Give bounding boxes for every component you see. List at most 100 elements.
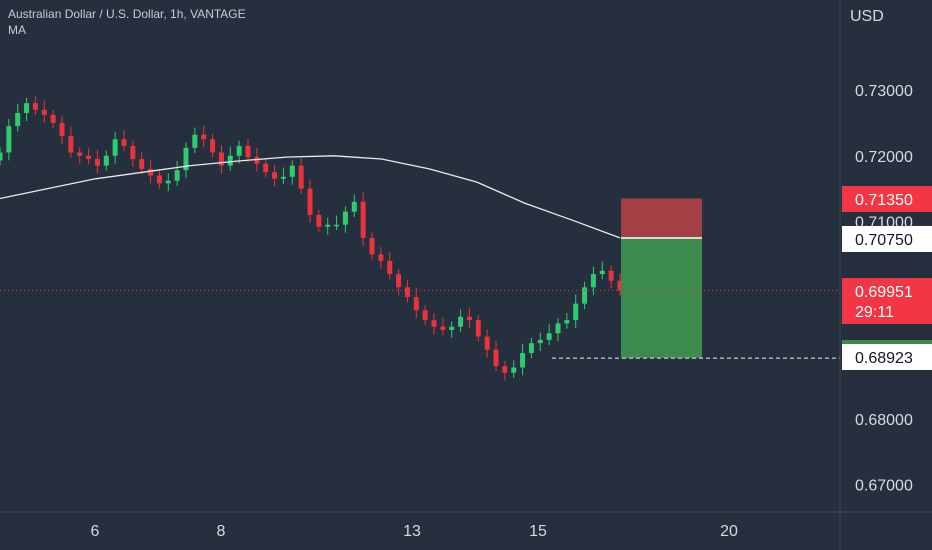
indicator-label[interactable]: MA xyxy=(8,23,26,37)
candle xyxy=(590,266,596,296)
candle xyxy=(289,160,295,185)
candle-body xyxy=(369,237,375,255)
candle xyxy=(511,360,517,378)
candle xyxy=(280,167,286,185)
candle xyxy=(378,247,384,269)
candle xyxy=(449,321,455,338)
time-tick-label: 13 xyxy=(403,523,421,540)
candle-body xyxy=(458,316,464,327)
candle xyxy=(502,360,508,381)
moving-average-line xyxy=(0,155,621,239)
candle xyxy=(77,147,83,164)
candle xyxy=(130,140,136,167)
candle-body xyxy=(449,326,455,330)
candle xyxy=(183,142,189,179)
candle xyxy=(272,164,278,187)
candle-body xyxy=(103,155,109,166)
candle-body xyxy=(41,109,47,115)
candle-body xyxy=(537,339,543,344)
candle xyxy=(387,251,393,280)
candle xyxy=(59,115,65,144)
candle-body xyxy=(32,103,38,110)
candle-body xyxy=(0,152,3,161)
candle-body xyxy=(475,320,481,337)
candle xyxy=(608,265,614,289)
candle xyxy=(617,273,623,296)
candle-body xyxy=(334,224,340,227)
candle-body xyxy=(546,333,552,340)
candle xyxy=(334,215,340,231)
candle xyxy=(236,140,242,164)
candle-body xyxy=(520,353,526,368)
candle-body xyxy=(573,303,579,321)
candle xyxy=(68,126,74,158)
candle-body xyxy=(298,165,304,189)
candle xyxy=(165,173,171,192)
candle xyxy=(218,145,224,174)
price-tick-label: 0.68000 xyxy=(855,412,913,429)
candle xyxy=(32,95,38,115)
candle xyxy=(94,149,100,174)
candle-body xyxy=(218,152,224,166)
candle-body xyxy=(236,145,242,156)
candle-body xyxy=(608,270,614,281)
candle-body xyxy=(94,159,100,166)
candle xyxy=(396,268,402,296)
candle-body xyxy=(325,224,331,227)
candle xyxy=(404,280,410,303)
candle xyxy=(86,148,92,165)
candle xyxy=(325,217,331,235)
candle xyxy=(528,337,534,359)
price-tick-label: 0.72000 xyxy=(855,149,913,166)
candle xyxy=(298,158,304,194)
candle xyxy=(103,150,109,171)
candle-body xyxy=(360,201,366,238)
take-profit-zone[interactable] xyxy=(621,237,702,359)
candle xyxy=(555,318,561,342)
candle-body xyxy=(493,349,499,367)
candle-body xyxy=(121,139,127,146)
stop-price-tag-bg xyxy=(842,186,932,212)
symbol-title[interactable]: Australian Dollar / U.S. Dollar, 1h, VAN… xyxy=(8,7,246,21)
candle-body xyxy=(183,147,189,171)
candle-body xyxy=(50,114,56,123)
current-price-tag-bg xyxy=(842,278,932,324)
candle-body xyxy=(130,145,136,160)
candle xyxy=(422,305,428,326)
candle-body xyxy=(263,163,269,173)
candle xyxy=(413,287,419,319)
currency-label: USD xyxy=(850,8,884,25)
candle xyxy=(24,97,30,121)
candle xyxy=(484,329,490,358)
candle-body xyxy=(6,126,12,153)
price-tick-label: 0.67000 xyxy=(855,478,913,495)
candle-body xyxy=(466,316,472,321)
candle-body xyxy=(68,136,74,153)
candle xyxy=(546,324,552,346)
candle-body xyxy=(15,113,21,127)
target-tag-accent xyxy=(842,340,932,344)
candle xyxy=(307,179,313,223)
time-tick-label: 15 xyxy=(529,523,547,540)
entry-price-tag: 0.70750 xyxy=(855,232,913,249)
candle-body xyxy=(617,280,623,291)
candle-body xyxy=(351,201,357,212)
candle xyxy=(475,314,481,342)
candle xyxy=(263,158,269,178)
candle-body xyxy=(174,170,180,181)
candle xyxy=(599,261,605,280)
candle-body xyxy=(316,214,322,227)
candle xyxy=(139,151,145,175)
candle-body xyxy=(342,211,348,225)
candle xyxy=(564,312,570,329)
candle-body xyxy=(555,323,561,334)
stop-loss-zone[interactable] xyxy=(621,198,702,238)
candle-body xyxy=(289,165,295,177)
candle xyxy=(174,161,180,186)
candle xyxy=(0,147,3,166)
time-axis[interactable]: 6 8 13 15 20 xyxy=(91,523,738,540)
time-tick-label: 20 xyxy=(720,523,738,540)
